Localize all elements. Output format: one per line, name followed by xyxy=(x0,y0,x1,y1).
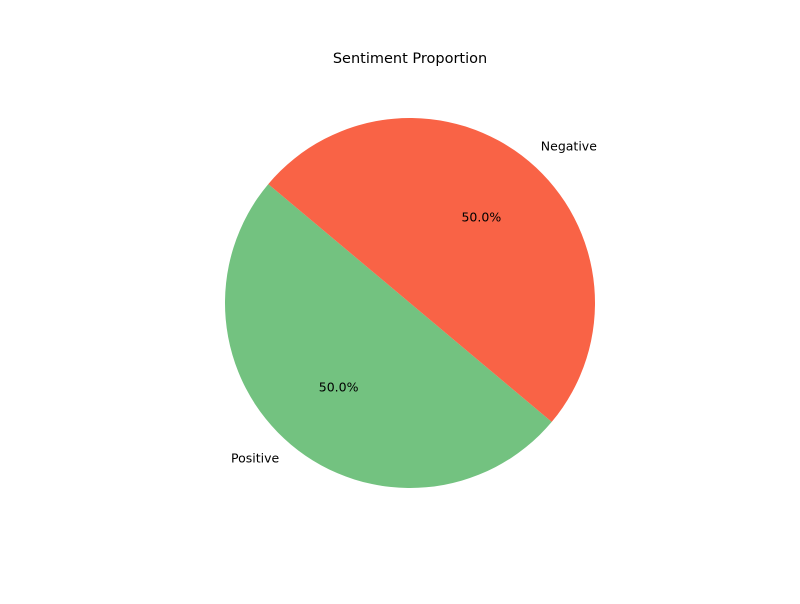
pie-slices xyxy=(224,117,596,489)
pie-slice-negative xyxy=(268,117,596,422)
pct-label-positive: 50.0% xyxy=(319,380,359,395)
pct-label-negative: 50.0% xyxy=(461,209,501,224)
slice-label-negative: Negative xyxy=(541,139,597,154)
chart-title: Sentiment Proportion xyxy=(333,51,487,67)
pie-labels: Positive 50.0% Negative 50.0% xyxy=(231,139,597,466)
slice-label-positive: Positive xyxy=(231,450,279,465)
pie-slice-positive xyxy=(224,184,552,489)
